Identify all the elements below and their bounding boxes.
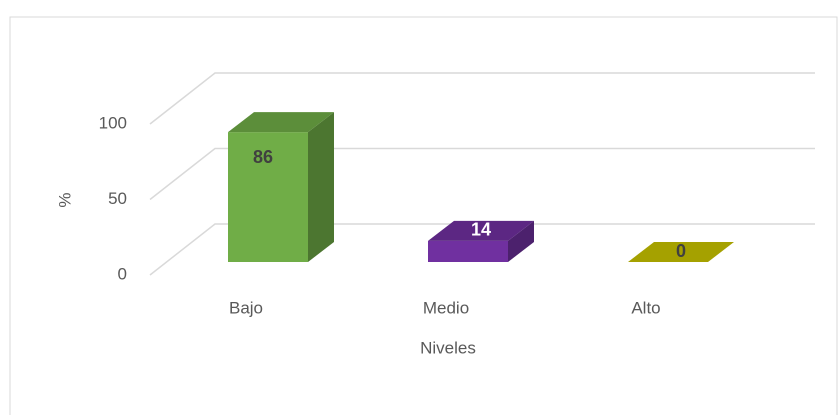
bar [628,242,734,262]
data-label: 86 [253,147,273,167]
bar-top [228,112,334,133]
x-axis-label: Niveles [420,338,476,357]
x-tick-label: Alto [631,298,660,317]
y-tick-label: 100 [99,113,127,132]
chart-border [9,16,838,415]
bar [228,112,334,262]
grid-line [149,147,815,201]
y-axis-label: % [55,192,74,207]
bar-top [628,242,734,262]
bar-front [428,240,508,262]
data-label: 0 [676,241,686,261]
y-tick-label: 50 [108,189,127,208]
grid-line [149,223,815,276]
bar-front [228,132,308,262]
x-tick-label: Medio [423,298,469,317]
grid-line [149,72,815,125]
bar-side [308,112,334,262]
y-tick-label: 0 [118,264,127,283]
bar [428,220,534,262]
x-tick-label: Bajo [229,298,263,317]
data-label: 14 [471,220,491,240]
bar-side [508,220,534,262]
bar-top [428,220,534,241]
